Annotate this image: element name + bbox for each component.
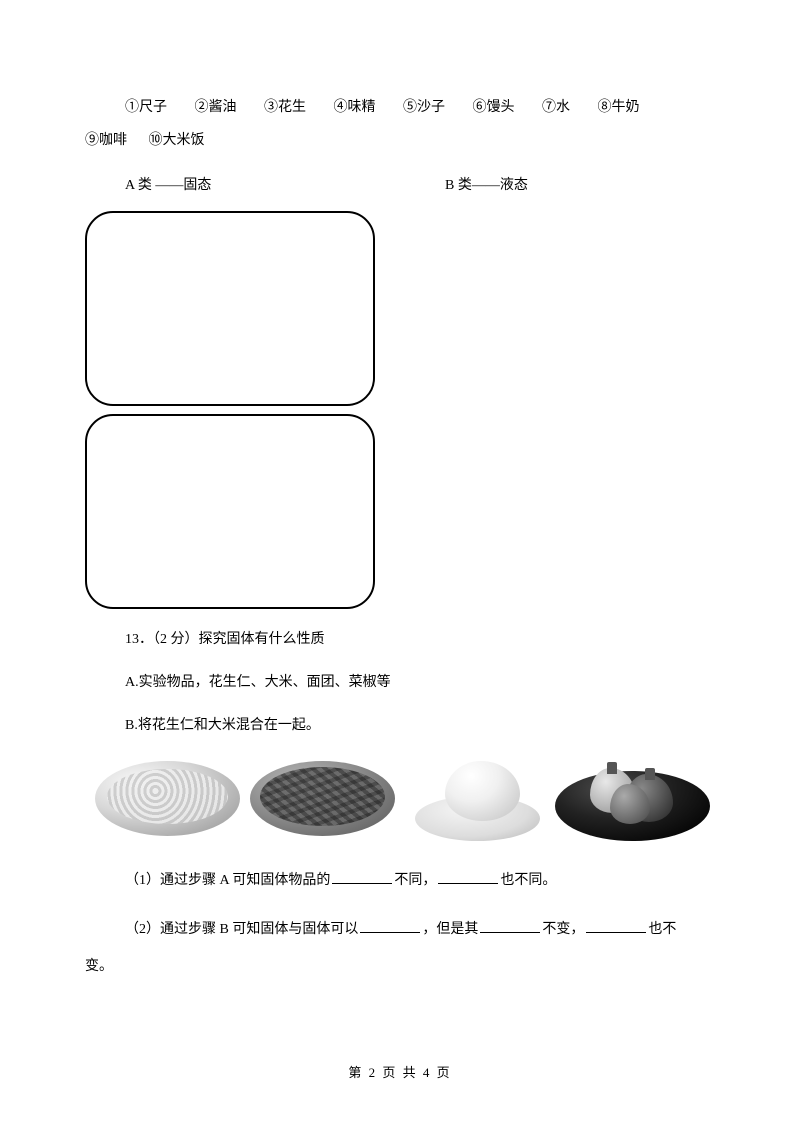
pepper-image [555,756,705,841]
item-7: ⑦水 [542,100,570,115]
fill-question-2: （2）通过步骤 B 可知固体与固体可以 ，但是其 不变， 也不 [85,915,715,946]
item-10: ⑩大米饭 [149,133,205,148]
answer-box-a [85,211,375,406]
page-footer: 第 2 页 共 4 页 [0,1061,800,1084]
blank-2[interactable] [438,870,498,884]
blank-3[interactable] [360,919,420,933]
q1-prefix: （1）通过步骤 A 可知固体物品的 [125,873,330,888]
item-6: ⑥馒头 [473,100,515,115]
category-b-label: B 类——液态 [445,173,528,198]
q1-mid: 不同， [394,873,436,888]
fill-question-1: （1）通过步骤 A 可知固体物品的 不同， 也不同。 [125,866,715,897]
question-13-stem: 13．（2 分）探究固体有什么性质 [125,627,715,652]
peanut-image [250,761,395,836]
dough-image [405,756,545,841]
item-4: ④味精 [334,100,376,115]
item-3: ③花生 [264,100,306,115]
blank-1[interactable] [332,870,392,884]
category-a-label: A 类 ——固态 [125,173,445,198]
category-labels: A 类 ——固态 B 类——液态 [125,173,715,198]
q2-prefix: （2）通过步骤 B 可知固体与固体可以 [125,922,358,937]
blank-5[interactable] [586,919,646,933]
item-5: ⑤沙子 [403,100,445,115]
item-8: ⑧牛奶 [598,100,640,115]
step-a-text: A.实验物品，花生仁、大米、面团、菜椒等 [125,670,715,695]
q1-suffix: 也不同。 [500,873,556,888]
rice-image [95,761,240,836]
item-1: ①尺子 [125,100,167,115]
step-b-text: B.将花生仁和大米混合在一起。 [125,713,715,738]
food-images-row [95,756,705,841]
q2-mid2: 不变， [542,922,584,937]
q2-end-line: 变。 [85,954,715,979]
item-9: ⑨咖啡 [85,133,127,148]
q2-mid1: ，但是其 [422,922,478,937]
item-list-row-1: ①尺子 ②酱油 ③花生 ④味精 ⑤沙子 ⑥馒头 ⑦水 ⑧牛奶 [125,95,715,120]
q2-suffix: 也不 [648,922,676,937]
blank-4[interactable] [480,919,540,933]
item-2: ②酱油 [195,100,237,115]
answer-box-b [85,414,375,609]
item-list-row-2: ⑨咖啡 ⑩大米饭 [85,128,715,153]
